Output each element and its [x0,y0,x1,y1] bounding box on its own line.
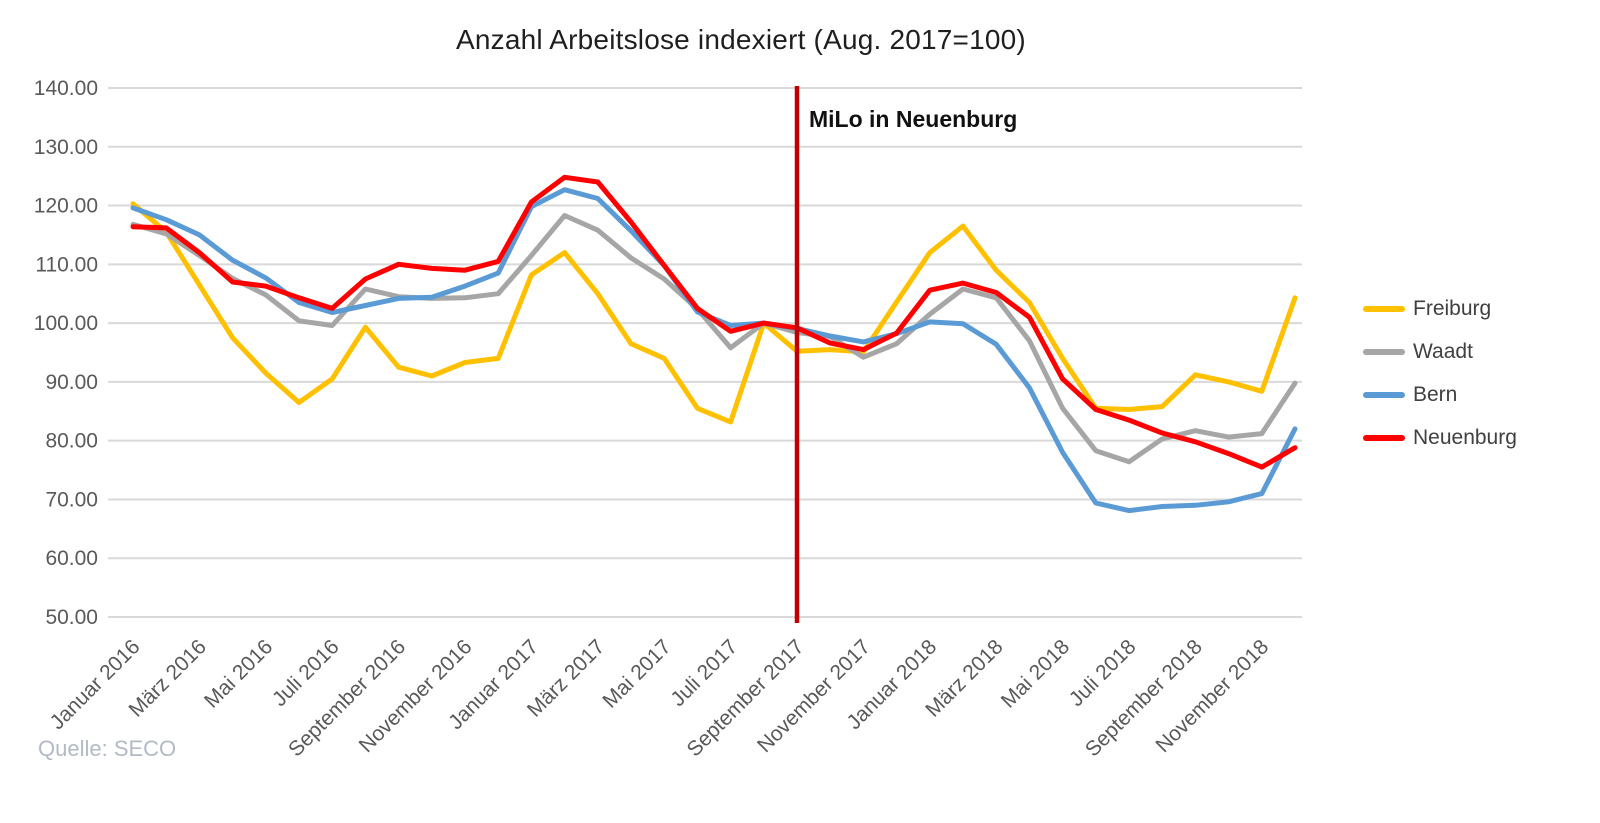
x-axis-label: November 2016 [355,635,477,757]
x-axis-label: Mai 2017 [598,635,675,712]
freiburg-line-swatch [1363,306,1405,312]
y-axis-label: 60.00 [45,547,98,570]
y-axis-label: 110.00 [35,253,98,276]
y-axis-label: 80.00 [45,430,98,453]
chart-title: Anzahl Arbeitslose indexiert (Aug. 2017=… [456,24,1026,55]
x-axis-label: September 2016 [284,635,410,761]
series-line-waadt [130,213,1298,465]
y-axis-label: 130.00 [34,136,98,159]
legend-label: Neuenburg [1413,426,1517,449]
y-axis-label: 70.00 [45,488,98,511]
series-line-bern [130,187,1298,514]
x-axis-label: Mai 2018 [997,635,1074,712]
neuenburg-line-swatch [1363,435,1405,441]
chart-legend: Freiburg Waadt Bern Neuenburg [1363,297,1517,470]
x-axis-label: September 2017 [682,635,808,761]
y-axis-label: 50.00 [45,606,98,629]
y-axis-label: 140.00 [34,77,98,100]
legend-label: Freiburg [1413,297,1492,320]
x-axis-label: Mai 2016 [200,635,277,712]
legend-item-waadt: Waadt [1363,340,1517,363]
legend-label: Bern [1413,383,1458,406]
y-axis-label: 90.00 [45,371,98,394]
source-note: Quelle: SECO [38,736,177,761]
y-axis-label: 120.00 [34,195,98,218]
x-axis-label: September 2018 [1081,635,1207,761]
x-axis-label: November 2018 [1151,635,1273,757]
series-line-neuenburg [130,174,1298,470]
legend-item-bern: Bern [1363,383,1517,406]
legend-item-neuenburg: Neuenburg [1363,426,1517,449]
bern-line-swatch [1363,392,1405,398]
legend-label: Waadt [1413,340,1473,363]
x-axis-label: Januar 2016 [46,635,145,734]
legend-item-freiburg: Freiburg [1363,297,1517,320]
milo-annotation-label: MiLo in Neuenburg [809,106,1018,132]
waadt-line-swatch [1363,349,1405,355]
series-line-freiburg [130,201,1298,425]
y-axis-label: 100.00 [34,312,98,335]
x-axis-label: November 2017 [753,635,875,757]
